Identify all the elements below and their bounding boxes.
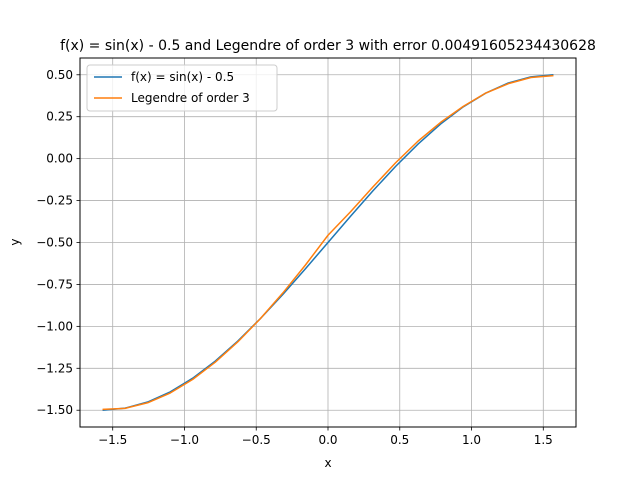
y-tick-label: 0.00 bbox=[46, 152, 73, 166]
x-tick-label: −0.5 bbox=[242, 433, 271, 447]
x-tick-label: −1.0 bbox=[170, 433, 199, 447]
legend: f(x) = sin(x) - 0.5 Legendre of order 3 bbox=[86, 64, 278, 112]
x-tick-label: 1.5 bbox=[534, 433, 553, 447]
y-tick-label: −1.25 bbox=[36, 361, 73, 375]
legend-label-legendre: Legendre of order 3 bbox=[131, 91, 250, 105]
y-tick-label: −0.50 bbox=[36, 236, 73, 250]
legend-box bbox=[86, 64, 278, 112]
legend-label-f: f(x) = sin(x) - 0.5 bbox=[131, 70, 234, 84]
y-tick-label: 0.25 bbox=[46, 110, 73, 124]
y-tick-label: −0.75 bbox=[36, 277, 73, 291]
y-tick-label: −1.50 bbox=[36, 403, 73, 417]
x-axis-label: x bbox=[324, 456, 331, 470]
y-axis-label: y bbox=[8, 238, 22, 245]
x-tick-label: 1.0 bbox=[462, 433, 481, 447]
x-tick-label: 0.5 bbox=[390, 433, 409, 447]
x-tick-label: 0.0 bbox=[318, 433, 337, 447]
x-tick-label: −1.5 bbox=[98, 433, 127, 447]
y-tick-label: −1.00 bbox=[36, 319, 73, 333]
series-lines bbox=[102, 74, 554, 411]
y-tick-label: 0.50 bbox=[46, 68, 73, 82]
axis-ticks: −1.5 −1.0 −0.5 0.0 0.5 1.0 1.5 0.50 0.25 0.00 −0.2… bbox=[36, 68, 553, 447]
chart-title: f(x) = sin(x) - 0.5 and Legendre of orde… bbox=[60, 38, 596, 54]
y-tick-label: −0.25 bbox=[36, 194, 73, 208]
series-line-1 bbox=[102, 74, 554, 411]
